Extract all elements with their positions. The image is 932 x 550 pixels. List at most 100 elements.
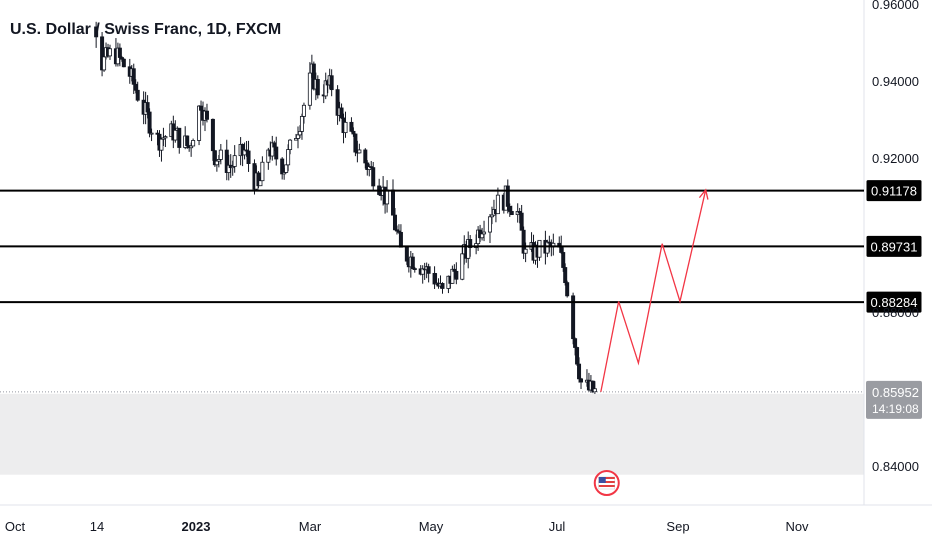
candle-body — [454, 270, 459, 280]
x-tick-label-0: Oct — [5, 519, 26, 534]
level-badge-1 — [865, 234, 923, 258]
candle-body — [468, 239, 473, 249]
chart-title: U.S. Dollar / Swiss Franc, 1D, FXCM — [10, 21, 282, 38]
candle-body — [371, 167, 376, 187]
candle-body — [131, 68, 136, 85]
candle-body — [349, 121, 354, 132]
level-badge-0 — [865, 179, 923, 203]
candle-body — [177, 127, 182, 148]
candle-body — [432, 272, 437, 285]
candle-body — [280, 158, 285, 175]
flag-stripe-2 — [598, 485, 615, 487]
projection-path — [600, 189, 707, 393]
candle-body — [579, 378, 584, 383]
level-label-2: 0.88284 — [871, 295, 918, 310]
candle-body — [121, 58, 126, 68]
candle-body — [487, 216, 492, 233]
candle-body — [135, 89, 140, 101]
candle-body — [94, 26, 99, 38]
candle-body — [398, 231, 403, 248]
candle-body — [391, 189, 396, 216]
candle-body — [363, 149, 368, 164]
candle-body — [199, 105, 204, 111]
candle-body — [353, 133, 358, 153]
candle-body — [561, 252, 566, 268]
candle-body — [288, 139, 293, 150]
candle-body — [412, 268, 417, 270]
candle-body — [191, 140, 196, 147]
candle-body — [307, 72, 312, 106]
candle-body — [565, 282, 570, 297]
candle-body — [274, 146, 279, 160]
y-tick-label-2: 0.92000 — [872, 151, 919, 166]
candle-body — [260, 161, 265, 182]
candle-body — [426, 266, 431, 274]
x-tick-label-4: May — [419, 519, 444, 534]
candle-body — [440, 283, 445, 289]
x-tick-label-1: 14 — [90, 519, 104, 534]
flag-stripe-0 — [598, 477, 615, 479]
candle-body — [214, 160, 219, 166]
candle-body — [575, 347, 580, 365]
candle-body — [159, 138, 164, 151]
candle-body — [339, 107, 344, 119]
candle-body — [272, 142, 277, 148]
candle-body — [392, 214, 397, 231]
current-price-badge — [866, 380, 922, 419]
candle-body — [315, 78, 320, 96]
candle-body — [133, 83, 138, 91]
candle-body — [519, 212, 524, 231]
candle-body — [460, 253, 465, 280]
candle-body — [573, 338, 578, 348]
candle-body — [523, 248, 528, 254]
candle-body — [210, 118, 215, 152]
candle-body — [107, 48, 112, 57]
candle-body — [537, 239, 542, 258]
projection-arrowhead — [698, 188, 709, 200]
candle-body — [297, 130, 302, 136]
candle-body — [507, 205, 512, 212]
x-tick-label-6: Sep — [666, 519, 689, 534]
candle-body — [204, 110, 209, 120]
candle-body — [173, 129, 178, 141]
current-price-label: 0.85952 — [872, 385, 919, 400]
candle-body — [197, 105, 202, 141]
level-badge-2 — [865, 290, 923, 314]
candle-body — [509, 211, 514, 216]
x-tick-label-5: Jul — [549, 519, 566, 534]
candle-body — [505, 185, 510, 207]
candle-body — [299, 115, 304, 132]
candle-body — [246, 150, 251, 164]
candle-body — [343, 121, 348, 134]
candle-body — [482, 231, 487, 235]
level-label-1: 0.89731 — [871, 239, 918, 254]
candle-body — [147, 111, 152, 134]
candle-body — [284, 164, 289, 173]
y-tick-label-1: 0.94000 — [872, 74, 919, 89]
y-tick-label-0: 0.96000 — [872, 0, 919, 12]
candle-body — [218, 149, 223, 160]
candle-body — [286, 149, 291, 166]
candle-body — [480, 233, 485, 239]
candle-body — [102, 56, 107, 71]
x-tick-label-3: Mar — [299, 519, 322, 534]
flag-stripe-1 — [598, 481, 615, 483]
candle-body — [357, 149, 362, 154]
candle-body — [149, 132, 154, 135]
countdown-label: 14:19:08 — [872, 402, 919, 416]
candle-body — [592, 388, 597, 393]
x-tick-label-2: 2023 — [182, 519, 211, 534]
candle-body — [404, 246, 409, 262]
y-tick-label-4: 0.84000 — [872, 459, 919, 474]
x-tick-label-7: Nov — [785, 519, 809, 534]
candle-body — [495, 194, 500, 215]
level-label-0: 0.91178 — [871, 184, 917, 199]
candle-body — [559, 246, 564, 253]
candle-body — [385, 189, 390, 205]
candle-body — [577, 363, 582, 380]
candle-body — [563, 267, 568, 284]
candle-body — [545, 241, 550, 254]
candle-body — [301, 104, 306, 117]
